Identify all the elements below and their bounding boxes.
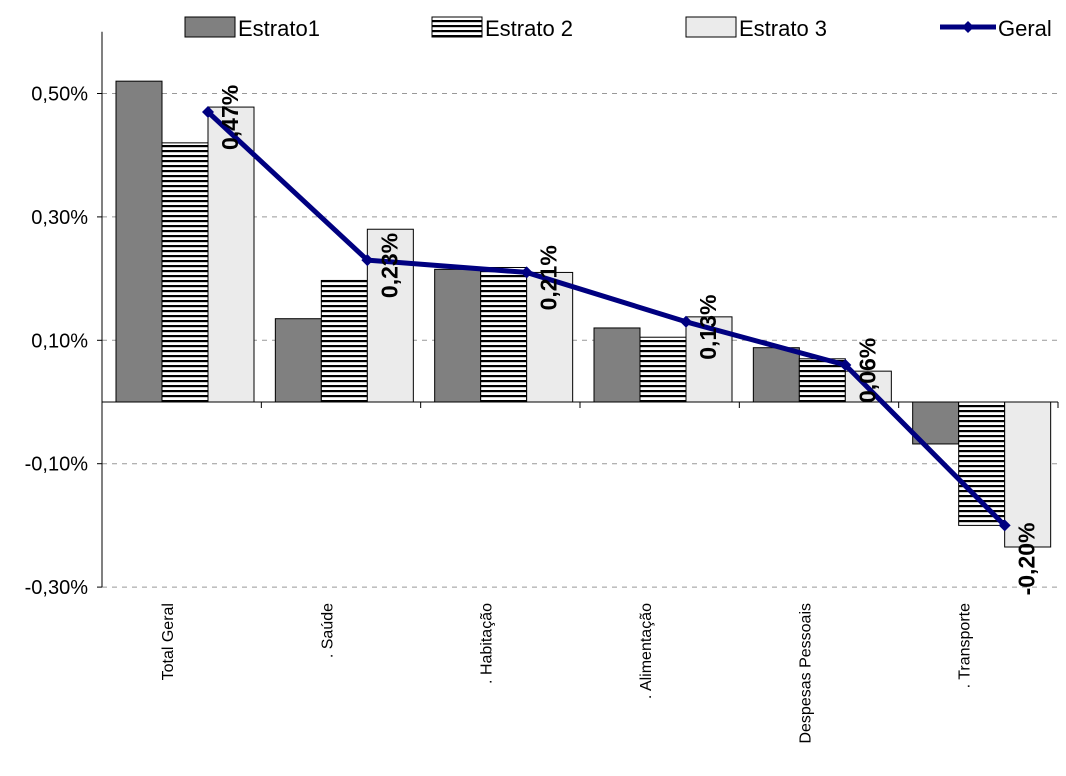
geral-line (202, 106, 1011, 532)
legend: Estrato1 Estrato 2 Estrato 3 Geral (184, 16, 1052, 41)
x-tick-label: Total Geral (160, 603, 177, 680)
y-tick-label: -0,10% (25, 454, 89, 476)
x-tick-label: . Saúde (319, 603, 336, 658)
bar-1-1 (115, 80, 163, 403)
y-tick-label: -0,30% (25, 577, 89, 599)
x-tick-label: Despesas Pessoais (797, 603, 814, 744)
bar-1-5 (752, 347, 800, 403)
y-tick-label: 0,30% (31, 207, 88, 229)
bar-1-4 (593, 327, 641, 403)
legend-label-1: Estrato1 (238, 16, 320, 41)
bar-2-3 (480, 266, 528, 403)
bar-3-1 (207, 106, 255, 403)
bar-2-1 (161, 142, 209, 403)
x-tick-label: . Alimentação (638, 603, 655, 699)
data-label-3: 0,21% (536, 245, 562, 310)
legend-swatch-2 (431, 16, 483, 38)
bar-3-6 (1004, 401, 1052, 548)
legend-label-geral: Geral (998, 16, 1052, 41)
data-label-6: -0,20% (1014, 523, 1040, 596)
bar-1-3 (434, 268, 482, 403)
geral-point-5 (839, 358, 852, 371)
bar-3-3 (526, 271, 574, 403)
bar-2-5 (798, 358, 846, 403)
geral-series-line (206, 110, 1007, 528)
bar-2-2 (320, 279, 368, 403)
geral-point-4 (680, 315, 692, 328)
y-tick-label: 0,50% (31, 84, 88, 106)
data-label-4: 0,13% (695, 295, 721, 360)
geral-point-6 (998, 519, 1011, 532)
geral-point-1 (202, 106, 214, 119)
x-tick-label: . Habitação (479, 603, 496, 684)
geral-point-3 (520, 266, 533, 279)
x-tick-label: . Transporte (957, 603, 974, 688)
axes: 0,50% 0,30% 0,10% -0,10% -0,30% Total Geral . … (25, 31, 1059, 744)
legend-marker-geral (962, 21, 974, 33)
bar-1-2 (274, 318, 322, 403)
y-tick-label: 0,10% (31, 330, 88, 352)
legend-label-3: Estrato 3 (739, 16, 827, 41)
data-label-1: 0,47% (217, 85, 243, 150)
legend-swatch-3 (685, 16, 737, 38)
bars (115, 80, 1052, 548)
legend-swatch-1 (184, 16, 236, 38)
data-label-5: 0,06% (854, 338, 880, 403)
bar-3-2 (366, 228, 414, 403)
geral-point-2 (361, 254, 374, 267)
bar-2-4 (639, 336, 687, 403)
data-label-2: 0,23% (376, 233, 402, 298)
legend-label-2: Estrato 2 (485, 16, 573, 41)
bar-2-6 (958, 401, 1006, 526)
data-labels: 0,47% 0,23% 0,21% 0,13% 0,06% -0,20% (217, 85, 1040, 596)
